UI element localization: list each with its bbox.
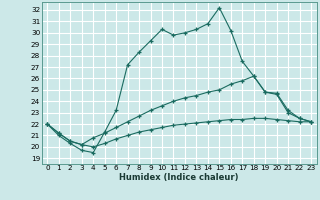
- X-axis label: Humidex (Indice chaleur): Humidex (Indice chaleur): [119, 173, 239, 182]
